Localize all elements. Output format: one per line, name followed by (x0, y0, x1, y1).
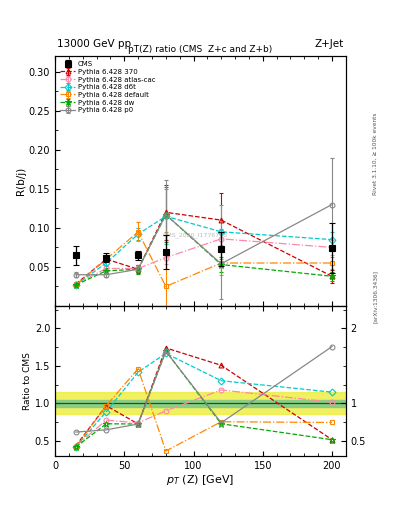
Text: [arXiv:1306.3436]: [arXiv:1306.3436] (373, 270, 378, 324)
Text: 13000 GeV pp: 13000 GeV pp (57, 38, 131, 49)
Text: CMS_2020_I1776758: CMS_2020_I1776758 (163, 232, 228, 238)
Y-axis label: Ratio to CMS: Ratio to CMS (23, 352, 32, 410)
X-axis label: $p_T$ (Z) [GeV]: $p_T$ (Z) [GeV] (166, 473, 235, 487)
Text: Rivet 3.1.10, ≥ 100k events: Rivet 3.1.10, ≥ 100k events (373, 112, 378, 195)
Bar (55, 399, 346, 407)
Text: Z+Jet: Z+Jet (315, 38, 344, 49)
Legend: CMS, Pythia 6.428 370, Pythia 6.428 atlas-cac, Pythia 6.428 d6t, Pythia 6.428 de: CMS, Pythia 6.428 370, Pythia 6.428 atla… (59, 60, 157, 115)
Y-axis label: R(b/j): R(b/j) (16, 167, 26, 195)
Title: pT(Z) ratio (CMS  Z+c and Z+b): pT(Z) ratio (CMS Z+c and Z+b) (128, 45, 273, 54)
Bar (55, 392, 346, 415)
